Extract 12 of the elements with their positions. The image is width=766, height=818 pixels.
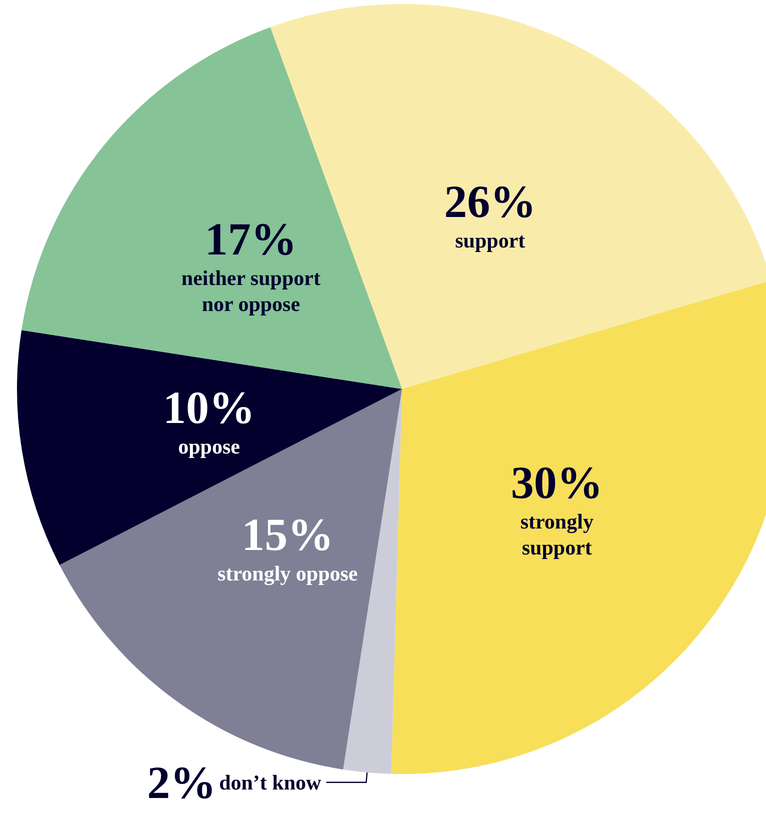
data-label: 15% — [242, 509, 334, 560]
data-label: 10% — [163, 382, 256, 433]
slice-label: don’t know — [219, 770, 322, 794]
data-label: 30% — [510, 456, 603, 508]
data-label: 2% — [147, 756, 216, 808]
slice-label: strongly support — [520, 509, 594, 560]
slice-label: neither support nor oppose — [181, 266, 320, 316]
slice-label: strongly oppose — [218, 562, 358, 586]
data-label: 26% — [444, 176, 536, 227]
slice-label: support — [455, 228, 526, 252]
data-label: 17% — [204, 213, 297, 264]
slice-label: oppose — [178, 434, 240, 458]
